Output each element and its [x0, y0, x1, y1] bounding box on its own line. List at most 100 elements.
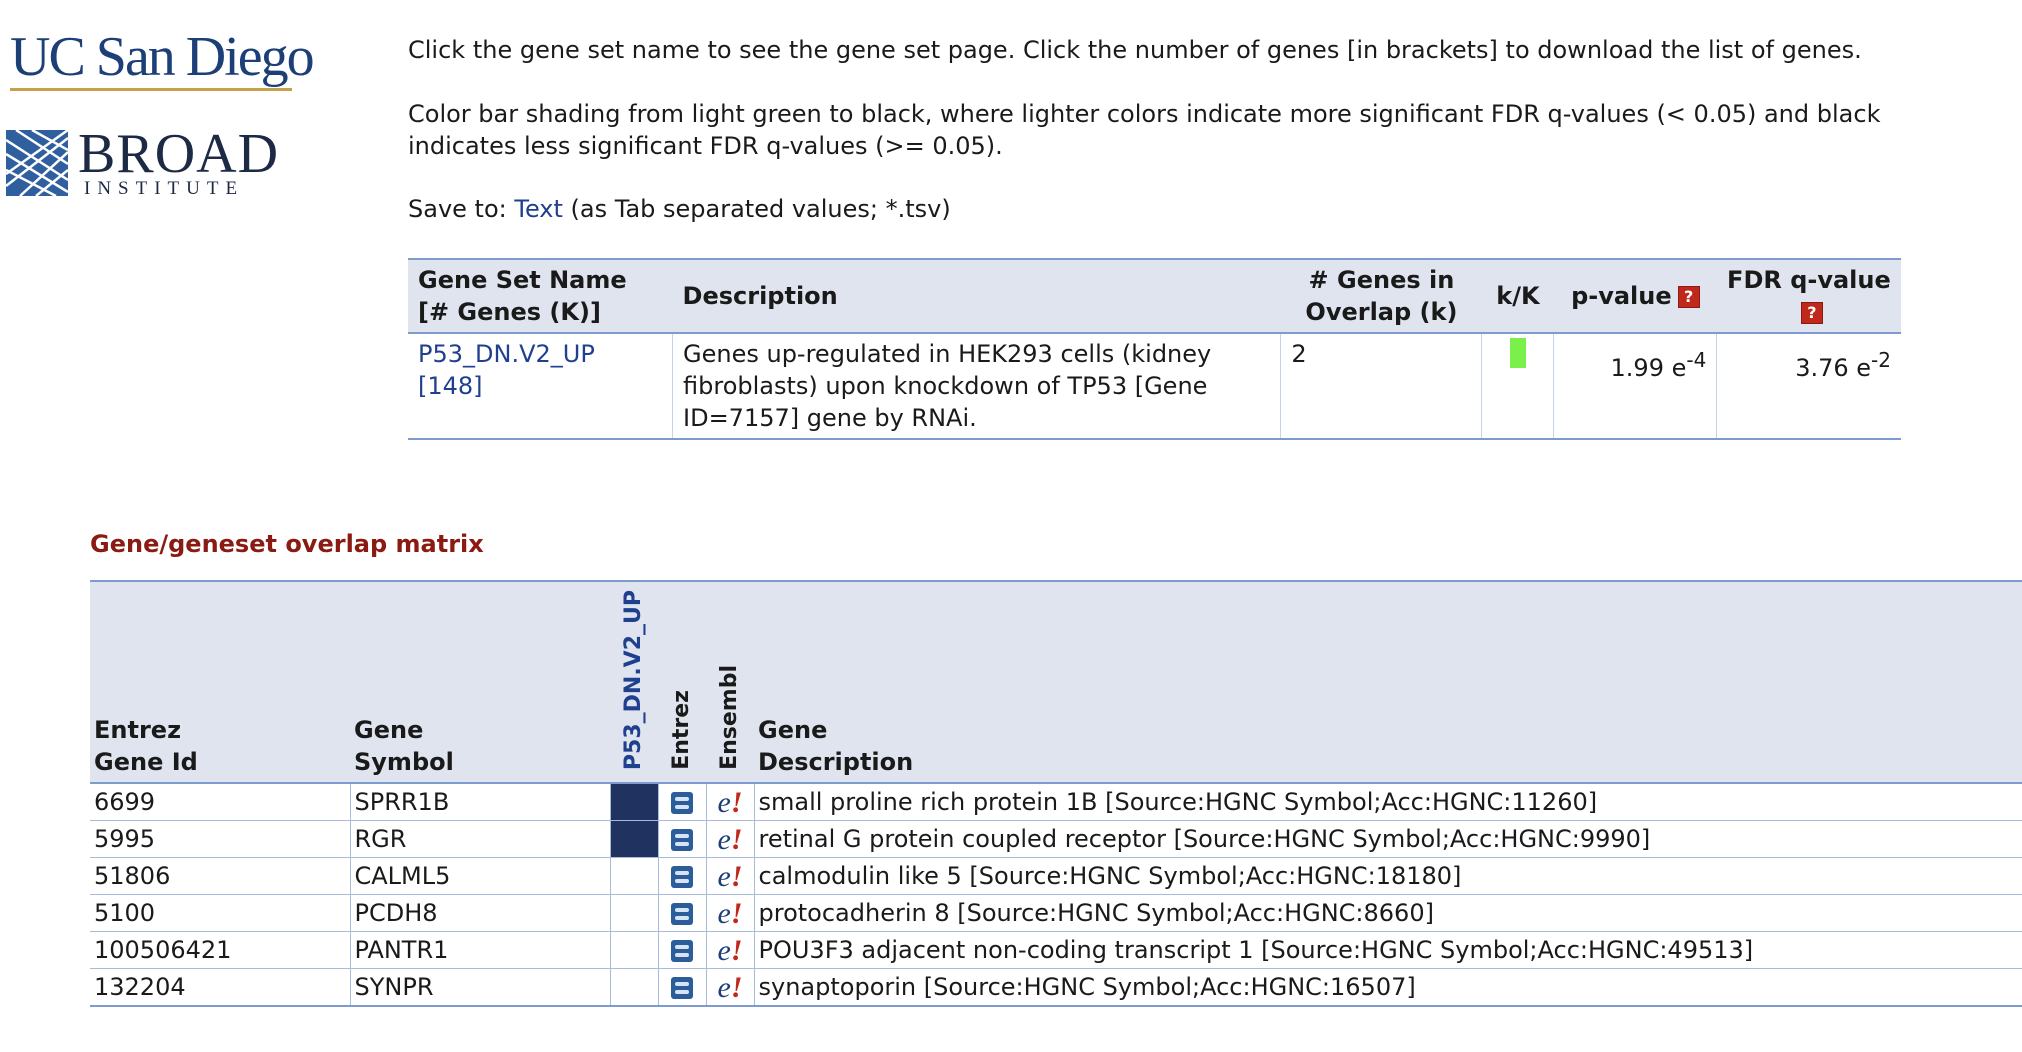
- entrez-link-cell[interactable]: [657, 820, 706, 858]
- overlap-count: 2: [1280, 333, 1482, 440]
- ensembl-icon[interactable]: e!: [717, 860, 743, 893]
- intro-instructions: Click the gene set name to see the gene …: [408, 36, 1862, 64]
- entrez-gene-id: 51806: [90, 857, 350, 895]
- gene-symbol: PCDH8: [349, 894, 610, 932]
- geneset-membership-cell: [609, 820, 658, 858]
- help-icon[interactable]: ?: [1800, 302, 1823, 324]
- header-pvalue-label: p-value: [1571, 282, 1672, 310]
- save-to-format: (as Tab separated values; *.tsv): [570, 195, 951, 223]
- pvalue-base: 1.99 e: [1610, 354, 1687, 382]
- entrez-icon[interactable]: [671, 903, 693, 925]
- pvalue-exponent: -4: [1686, 348, 1707, 372]
- entrez-link-cell[interactable]: [657, 931, 706, 969]
- matrix-row: 51806 CALML5 e! calmodulin like 5 [Source:H…: [90, 857, 2022, 895]
- kk-color-bar: [1509, 338, 1526, 368]
- entrez-icon[interactable]: [671, 940, 693, 962]
- header-entrez-gene-id-label: Entrez Gene Id: [94, 716, 198, 776]
- ensembl-icon[interactable]: e!: [717, 934, 743, 967]
- ucsd-logo-rule: [10, 88, 292, 91]
- entrez-link-cell[interactable]: [657, 783, 706, 821]
- header-gene-symbol-label: Gene Symbol: [354, 716, 454, 776]
- matrix-row: 132204 SYNPR e! synaptoporin [Source:HGNC S…: [90, 968, 2022, 1007]
- gene-description: retinal G protein coupled receptor [Sour…: [753, 820, 2022, 858]
- header-ensembl-label: Ensembl: [717, 665, 742, 770]
- ensembl-link-cell[interactable]: e!: [705, 968, 754, 1007]
- header-entrez-label: Entrez: [669, 690, 694, 770]
- gene-description: synaptoporin [Source:HGNC Symbol;Acc:HGN…: [753, 968, 2022, 1007]
- save-to-line: Save to: Text (as Tab separated values; …: [408, 193, 951, 225]
- overlap-matrix-title: Gene/geneset overlap matrix: [90, 530, 484, 558]
- gene-description: protocadherin 8 [Source:HGNC Symbol;Acc:…: [753, 894, 2022, 932]
- header-genes-in-overlap: # Genes in Overlap (k): [1280, 258, 1482, 334]
- entrez-icon[interactable]: [671, 866, 693, 888]
- geneset-membership-cell: [609, 857, 658, 895]
- header-gene-symbol: Gene Symbol: [350, 580, 610, 784]
- gene-symbol: SYNPR: [349, 968, 610, 1007]
- geneset-membership-cell: [609, 931, 658, 969]
- ensembl-link-cell[interactable]: e!: [705, 857, 754, 895]
- header-entrez-gene-id: Entrez Gene Id: [90, 580, 350, 784]
- header-gene-description-label: Gene Description: [758, 716, 914, 776]
- gene-set-link[interactable]: P53_DN.V2_UP: [418, 340, 595, 368]
- ensembl-link-cell[interactable]: e!: [705, 931, 754, 969]
- entrez-icon[interactable]: [671, 792, 693, 814]
- gene-symbol: PANTR1: [349, 931, 610, 969]
- header-kk: k/K: [1481, 258, 1554, 334]
- broad-wordmark: BROAD: [78, 123, 280, 185]
- ensembl-icon[interactable]: e!: [717, 971, 743, 1004]
- header-pvalue: p-value?: [1553, 258, 1717, 334]
- entrez-gene-id: 6699: [90, 783, 350, 821]
- entrez-link-cell[interactable]: [657, 857, 706, 895]
- pvalue-cell: 1.99 e-4: [1553, 333, 1717, 440]
- ensembl-icon[interactable]: e!: [717, 823, 743, 856]
- ensembl-link-cell[interactable]: e!: [705, 820, 754, 858]
- ensembl-icon[interactable]: e!: [717, 786, 743, 819]
- fdr-base: 3.76 e: [1795, 354, 1872, 382]
- save-text-link[interactable]: Text: [514, 195, 563, 223]
- gene-count-link[interactable]: [148]: [418, 372, 483, 400]
- matrix-row: 5100 PCDH8 e! protocadherin 8 [Source:HGNC …: [90, 894, 2022, 932]
- gene-description: small proline rich protein 1B [Source:HG…: [753, 783, 2022, 821]
- ensembl-icon[interactable]: e!: [717, 897, 743, 930]
- header-geneset-column[interactable]: P53_DN.V2_UP: [610, 580, 658, 784]
- matrix-row: 100506421 PANTR1 e! POU3F3 adjacent non-cod…: [90, 931, 2022, 969]
- ucsd-logo: UC San Diego: [10, 26, 315, 91]
- broad-logo: BROAD INSTITUTE: [6, 126, 286, 200]
- entrez-gene-id: 5100: [90, 894, 350, 932]
- entrez-icon[interactable]: [671, 977, 693, 999]
- gene-symbol: CALML5: [349, 857, 610, 895]
- header-geneset-link[interactable]: P53_DN.V2_UP: [621, 589, 646, 770]
- kk-cell: [1481, 333, 1554, 440]
- gene-set-description: Genes up-regulated in HEK293 cells (kidn…: [672, 333, 1281, 440]
- header-fdr: FDR q-value?: [1716, 258, 1901, 334]
- header-fdr-label: FDR q-value: [1727, 266, 1891, 294]
- entrez-gene-id: 132204: [90, 968, 350, 1007]
- gene-description: calmodulin like 5 [Source:HGNC Symbol;Ac…: [753, 857, 2022, 895]
- fdr-exponent: -2: [1871, 348, 1891, 372]
- entrez-icon[interactable]: [671, 829, 693, 851]
- geneset-membership-cell: [609, 894, 658, 932]
- ucsd-wordmark: UC San Diego: [10, 26, 315, 88]
- ensembl-link-cell[interactable]: e!: [705, 783, 754, 821]
- header-ensembl-column: Ensembl: [706, 580, 754, 784]
- intro-color-legend: Color bar shading from light green to bl…: [408, 100, 1881, 160]
- ensembl-link-cell[interactable]: e!: [705, 894, 754, 932]
- matrix-row: 6699 SPRR1B e! small proline rich protein 1…: [90, 783, 2022, 821]
- results-row: P53_DN.V2_UP [148] Genes up-regulated in…: [408, 333, 1901, 440]
- header-entrez-column: Entrez: [658, 580, 706, 784]
- help-icon[interactable]: ?: [1677, 286, 1700, 308]
- overlap-matrix-table: Entrez Gene Id Gene Symbol P53_DN.V2_UP …: [90, 580, 2022, 1007]
- header-description: Description: [672, 258, 1281, 334]
- entrez-link-cell[interactable]: [657, 894, 706, 932]
- entrez-gene-id: 100506421: [90, 931, 350, 969]
- gene-symbol: RGR: [349, 820, 610, 858]
- gene-description: POU3F3 adjacent non-coding transcript 1 …: [753, 931, 2022, 969]
- fdr-cell: 3.76 e-2: [1716, 333, 1901, 440]
- entrez-link-cell[interactable]: [657, 968, 706, 1007]
- header-gene-set-name: Gene Set Name [# Genes (K)]: [408, 258, 673, 334]
- matrix-row: 5995 RGR e! retinal G protein coupled recep…: [90, 820, 2022, 858]
- entrez-gene-id: 5995: [90, 820, 350, 858]
- gene-set-cell: P53_DN.V2_UP [148]: [408, 333, 673, 440]
- geneset-membership-cell: [609, 783, 658, 821]
- save-to-label: Save to:: [408, 195, 507, 223]
